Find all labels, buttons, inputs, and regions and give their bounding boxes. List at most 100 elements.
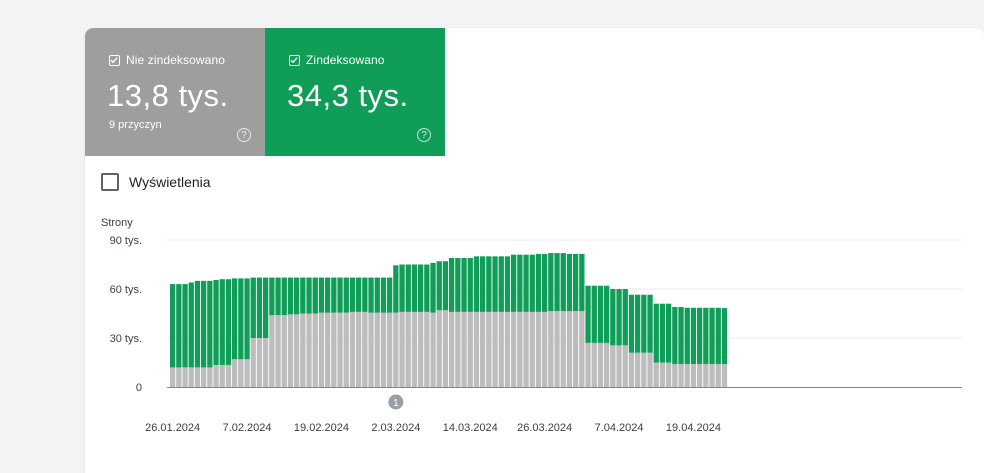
coverage-card: Nie zindeksowano 13,8 tys. 9 przyczyn ? … <box>85 28 984 473</box>
bar-not-indexed <box>622 345 628 387</box>
indexed-header: Zindeksowano <box>289 53 385 67</box>
bar-not-indexed <box>405 311 411 387</box>
bar-not-indexed <box>300 313 306 387</box>
bar-indexed <box>207 280 213 368</box>
bar-indexed <box>337 277 343 313</box>
bar-indexed <box>579 253 585 312</box>
bar-not-indexed <box>387 312 393 387</box>
bar-indexed <box>455 257 461 312</box>
not-indexed-tile[interactable]: Nie zindeksowano 13,8 tys. 9 przyczyn ? <box>85 28 265 156</box>
indexed-checkbox[interactable] <box>289 54 300 66</box>
bar-not-indexed <box>287 314 294 387</box>
bar-not-indexed <box>418 311 424 387</box>
bar-indexed <box>306 277 312 314</box>
bar-indexed <box>666 303 672 363</box>
bar-indexed <box>721 308 728 365</box>
bar-indexed <box>703 307 709 365</box>
bar-indexed <box>269 277 275 316</box>
bar-indexed <box>418 264 424 312</box>
bar-not-indexed <box>436 310 442 387</box>
bar-indexed <box>250 277 256 338</box>
bar-not-indexed <box>461 311 467 387</box>
x-tick-label: 2.03.2024 <box>371 422 420 434</box>
not-indexed-header: Nie zindeksowano <box>109 53 225 67</box>
bar-not-indexed <box>424 311 430 387</box>
bar-indexed <box>380 277 387 313</box>
bar-indexed <box>678 306 684 365</box>
not-indexed-value: 13,8 tys. <box>107 78 229 113</box>
bar-indexed <box>312 277 318 314</box>
bar-not-indexed <box>647 352 653 387</box>
help-icon[interactable]: ? <box>417 128 431 142</box>
bar-indexed <box>399 264 405 312</box>
bar-not-indexed <box>635 352 641 387</box>
bar-indexed <box>610 289 616 346</box>
bar-indexed <box>287 277 294 315</box>
indexed-tile[interactable]: Zindeksowano 34,3 tys. ? <box>265 28 445 156</box>
bar-indexed <box>604 285 610 343</box>
x-tick-label: 14.03.2024 <box>443 422 498 434</box>
bar-not-indexed <box>442 310 449 387</box>
bar-indexed <box>641 294 647 353</box>
x-tick-label: 26.03.2024 <box>517 422 572 434</box>
bar-indexed <box>256 277 263 338</box>
bar-not-indexed <box>356 311 362 387</box>
bar-indexed <box>325 277 331 313</box>
annotation-label: 1 <box>393 398 399 409</box>
bar-indexed <box>548 253 554 312</box>
bar-not-indexed <box>455 311 461 387</box>
bar-not-indexed <box>170 367 176 387</box>
bar-indexed <box>362 277 368 312</box>
bar-not-indexed <box>207 367 213 387</box>
bar-indexed <box>356 277 362 312</box>
bar-not-indexed <box>628 352 635 387</box>
indexed-label: Zindeksowano <box>306 53 385 67</box>
bar-not-indexed <box>263 338 269 387</box>
bar-indexed <box>697 307 703 365</box>
bar-indexed <box>709 307 715 365</box>
bar-indexed <box>616 289 622 346</box>
bar-indexed <box>560 253 566 312</box>
help-icon[interactable]: ? <box>237 128 251 142</box>
bar-indexed <box>368 277 374 313</box>
bar-not-indexed <box>715 364 721 387</box>
bar-not-indexed <box>213 364 219 387</box>
views-label: Wyświetlenia <box>129 174 211 190</box>
bar-not-indexed <box>498 311 504 387</box>
bar-indexed <box>219 279 225 365</box>
views-toggle[interactable]: Wyświetlenia <box>101 173 211 191</box>
x-tick-label: 7.02.2024 <box>223 422 272 434</box>
bar-not-indexed <box>219 364 225 387</box>
bar-not-indexed <box>473 311 480 387</box>
bar-not-indexed <box>697 364 703 387</box>
bar-indexed <box>523 254 529 312</box>
bar-not-indexed <box>535 311 542 387</box>
bar-not-indexed <box>176 367 182 387</box>
bar-indexed <box>393 265 399 313</box>
bar-indexed <box>517 254 523 312</box>
y-tick-label: 30 tys. <box>110 333 142 345</box>
bar-not-indexed <box>610 345 616 387</box>
bar-not-indexed <box>194 367 201 387</box>
bar-indexed <box>294 277 300 315</box>
bar-indexed <box>194 280 201 368</box>
bar-indexed <box>554 253 560 312</box>
bar-not-indexed <box>690 364 697 387</box>
bar-indexed <box>225 279 232 365</box>
bar-indexed <box>542 253 548 312</box>
bar-indexed <box>498 256 504 312</box>
bar-not-indexed <box>604 342 610 387</box>
bar-not-indexed <box>269 315 275 387</box>
views-checkbox[interactable] <box>101 173 119 191</box>
bar-indexed <box>461 257 467 312</box>
x-tick-label: 26.01.2024 <box>145 422 200 434</box>
bar-not-indexed <box>225 364 232 387</box>
bar-not-indexed <box>548 311 554 387</box>
not-indexed-checkbox[interactable] <box>109 54 120 66</box>
bar-not-indexed <box>554 311 560 387</box>
bar-not-indexed <box>486 311 492 387</box>
bar-not-indexed <box>380 312 387 387</box>
bar-not-indexed <box>393 312 399 387</box>
bar-indexed <box>628 294 635 353</box>
y-tick-label: 0 <box>136 382 142 394</box>
